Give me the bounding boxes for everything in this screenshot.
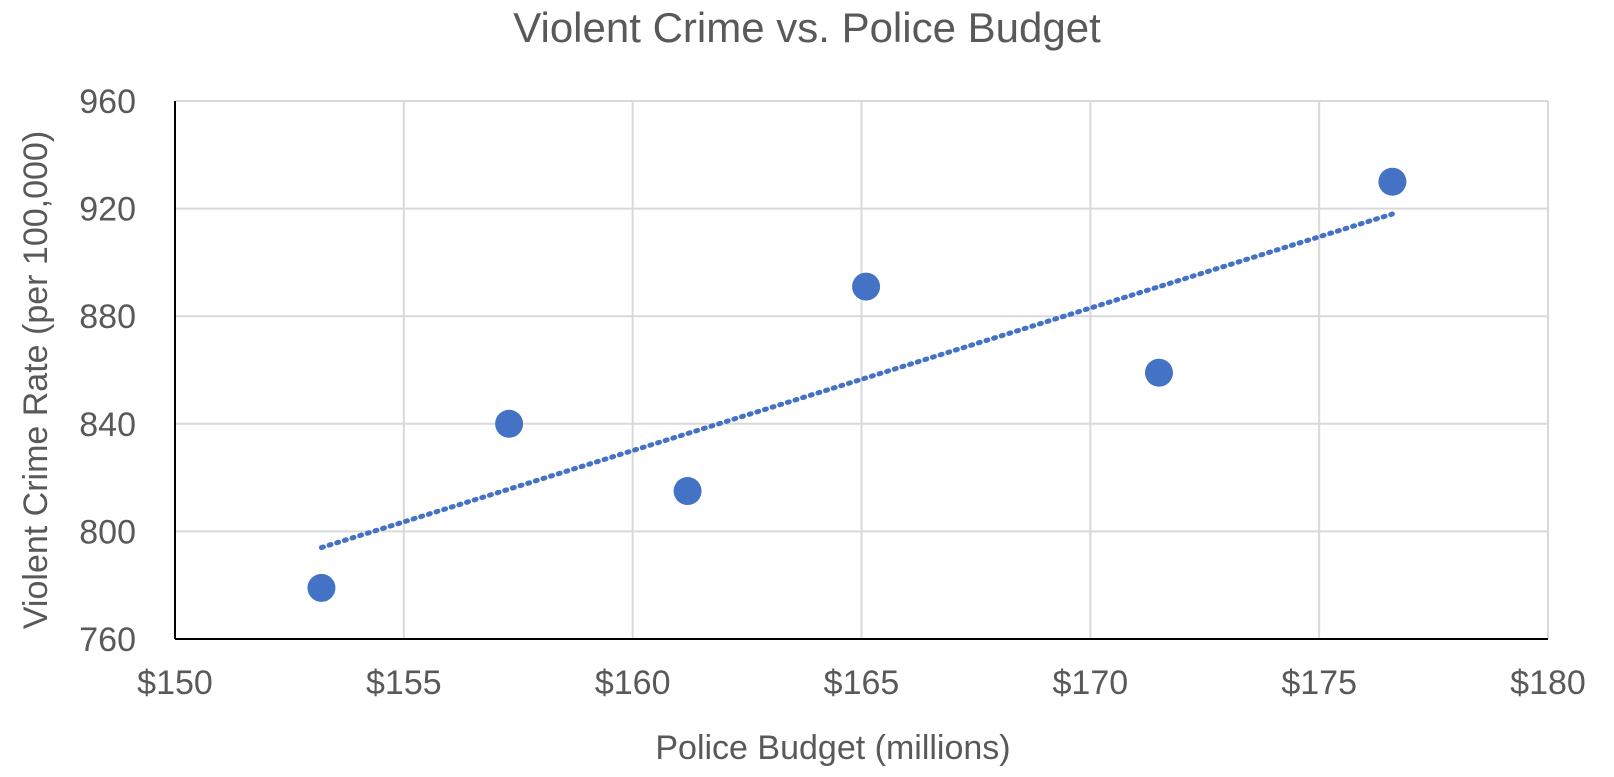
- x-tick-label: $150: [137, 664, 213, 702]
- scatter-point: [307, 573, 336, 602]
- gridlines: [175, 100, 1549, 639]
- x-tick-label: $175: [1281, 664, 1357, 702]
- y-tick-label: 880: [79, 298, 136, 336]
- x-tick-label: $170: [1053, 664, 1129, 702]
- data-points: [307, 167, 1407, 602]
- y-tick-label: 840: [79, 406, 136, 444]
- y-tick-label: 800: [79, 513, 136, 551]
- y-tick-label: 760: [79, 621, 136, 659]
- x-tick-label: $180: [1510, 664, 1586, 702]
- scatter-point: [673, 477, 702, 506]
- y-tick-label: 960: [79, 83, 136, 121]
- x-axis-title: Police Budget (millions): [655, 729, 1010, 767]
- chart-title: Violent Crime vs. Police Budget: [513, 4, 1101, 51]
- tick-labels: 760 800 840 880 920 960 $150 $155 $160 $165 $170 $1…: [79, 83, 1586, 702]
- scatter-point: [1144, 358, 1173, 387]
- x-tick-label: $165: [824, 664, 900, 702]
- x-tick-label: $155: [366, 664, 442, 702]
- scatter-point: [1378, 167, 1407, 196]
- trendline-layer: [318, 211, 1395, 551]
- scatter-point: [852, 272, 881, 301]
- x-tick-label: $160: [595, 664, 671, 702]
- scatter-point: [495, 409, 524, 438]
- y-tick-label: 920: [79, 191, 136, 229]
- trendline: [318, 211, 1395, 551]
- y-axis-title: Violent Crime Rate (per 100,000): [17, 131, 55, 629]
- axes: [174, 101, 1548, 640]
